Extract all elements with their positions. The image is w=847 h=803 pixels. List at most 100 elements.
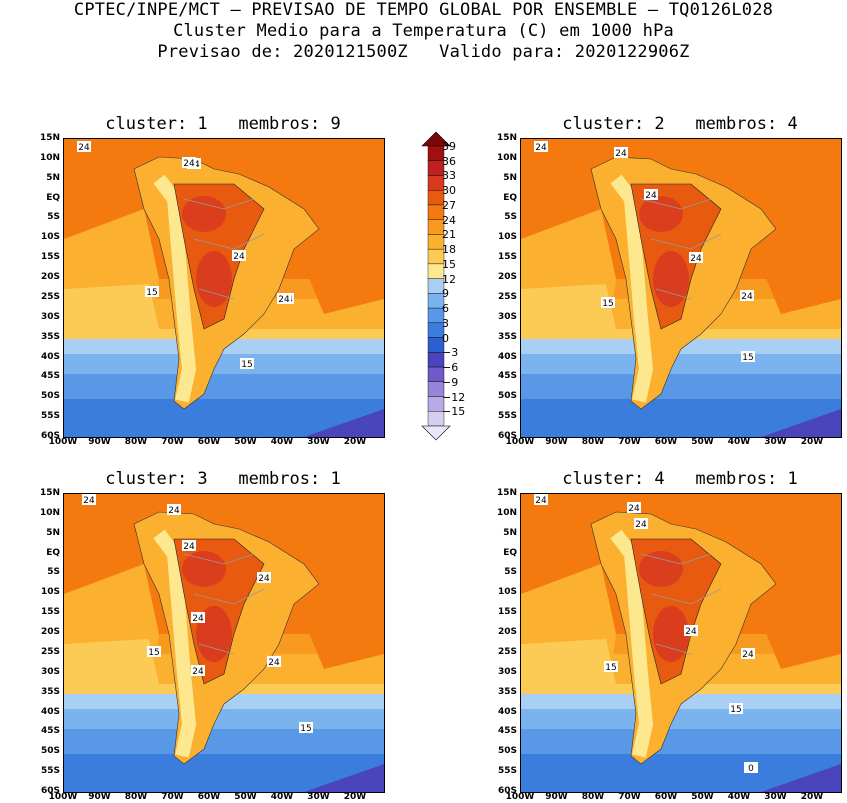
longitude-tick-label: 50W: [691, 792, 714, 802]
contour-label: 24: [644, 189, 658, 201]
andes-cool-strip: [610, 174, 653, 403]
longitude-tick-label: 70W: [618, 437, 641, 447]
contour-label: 24: [277, 293, 291, 305]
temperature-maximum: [653, 606, 689, 662]
latitude-tick-label: 50S: [497, 391, 517, 402]
atlantic-warm-region: [741, 534, 841, 669]
panel-title: cluster: 4 membros: 1: [562, 469, 798, 489]
temperature-field: 24 24 24 24 24 15 15 0: [521, 494, 841, 792]
temperature-field: 2424242424151524: [64, 139, 384, 437]
temperature-band: [64, 374, 384, 399]
svg-text:24: 24: [183, 542, 195, 552]
latitude-tick-label: 15N: [39, 133, 60, 143]
contour-label: 24: [614, 147, 628, 159]
longitude-tick-label: 90W: [88, 437, 111, 447]
svg-text:15: 15: [300, 724, 311, 734]
contour-label: 15: [604, 661, 618, 673]
colorbar-tick-label: −15: [442, 405, 466, 419]
latitude-tick-label: 20S: [497, 272, 517, 283]
contour-label: 15: [299, 722, 313, 734]
contour-label: 15: [145, 286, 159, 298]
longitude-tick-label: 90W: [545, 437, 568, 447]
contour-label: 24: [267, 656, 281, 668]
colorbar-tick-label: 0: [442, 331, 449, 345]
latitude-tick-label: 30S: [497, 311, 517, 322]
colorbar-tick-label: 3: [442, 316, 449, 330]
latitude-tick-label: 20S: [40, 627, 60, 638]
contour-label: 24: [77, 141, 91, 153]
svg-text:15: 15: [602, 299, 613, 309]
longitude-tick-label: 60W: [197, 792, 221, 802]
latitude-tick-label: 60S: [497, 431, 517, 441]
cold-region: [304, 409, 384, 437]
contour-label: 24: [182, 157, 196, 169]
atlantic-warm-region: [741, 179, 841, 314]
colorbar-tick-label: 24: [442, 213, 456, 227]
latitude-tick-label: 30S: [40, 311, 60, 322]
longitude-tick-label: 80W: [124, 792, 148, 802]
pacific-cool-region: [64, 639, 159, 694]
latitude-tick-label: 15N: [496, 133, 517, 143]
svg-text:24: 24: [278, 295, 290, 305]
svg-text:24: 24: [690, 254, 702, 264]
svg-text:15: 15: [730, 705, 741, 715]
country-borders: [183, 553, 265, 655]
svg-text:24: 24: [685, 627, 697, 637]
temperature-maximum: [653, 251, 689, 307]
country-borders: [183, 198, 265, 300]
longitude-tick-label: 40W: [270, 792, 294, 802]
longitude-tick-label: 100W: [505, 792, 535, 802]
colorbar-tick-label: 21: [442, 228, 456, 242]
latitude-tick-label: 40S: [40, 706, 60, 717]
temperature-field: 24 24 24 24 24 24 15 24 15: [64, 494, 384, 792]
contour-label: 15: [741, 351, 755, 363]
longitude-tick-label: 50W: [691, 437, 714, 447]
country-borders: [640, 198, 722, 300]
colorbar-tick-label: 36: [442, 154, 456, 168]
cold-region: [304, 764, 384, 792]
colorbar-tick-label: 27: [442, 198, 456, 212]
longitude-tick-label: 60W: [654, 437, 678, 447]
latitude-tick-label: 5N: [46, 527, 60, 538]
map-panel: 2424242424151524: [63, 138, 385, 438]
colorbar-tick-label: −6: [442, 361, 459, 375]
contour-label: 24: [191, 612, 205, 624]
latitude-tick-label: 55S: [40, 411, 60, 422]
latitude-tick-label: 40S: [497, 351, 517, 362]
latitude-tick-label: 5N: [46, 172, 60, 183]
svg-text:15: 15: [742, 353, 753, 363]
svg-text:24: 24: [192, 667, 204, 677]
colorbar-tick-label: 18: [442, 243, 456, 257]
latitude-tick-label: 25S: [497, 646, 517, 657]
panel-title: cluster: 1 membros: 9: [105, 114, 341, 134]
longitude-tick-label: 60W: [197, 437, 221, 447]
andes-cool-strip: [610, 529, 653, 758]
latitude-tick-label: 10S: [497, 232, 517, 243]
longitude-tick-label: 30W: [307, 437, 330, 447]
longitude-tick-label: 40W: [270, 437, 294, 447]
longitude-tick-label: 90W: [545, 792, 568, 802]
contour-label: 24: [634, 518, 648, 530]
latitude-tick-label: 5N: [503, 172, 517, 183]
longitude-tick-label: 20W: [343, 437, 367, 447]
contour-label: 15: [240, 358, 254, 370]
contour-label: 24: [232, 250, 246, 262]
contour-label: 24: [534, 141, 548, 153]
colorbar-tick-label: 12: [442, 272, 456, 286]
longitude-tick-label: 70W: [161, 437, 184, 447]
longitude-tick-label: 80W: [581, 437, 605, 447]
temperature-maximum: [639, 551, 683, 587]
svg-text:24: 24: [192, 614, 204, 624]
andes-cool-strip: [153, 529, 196, 758]
longitude-tick-label: 40W: [727, 437, 751, 447]
contour-label: 24: [182, 540, 196, 552]
colorbar-tick-label: −3: [442, 346, 459, 360]
latitude-tick-label: EQ: [46, 547, 60, 558]
svg-text:15: 15: [241, 360, 252, 370]
svg-text:0: 0: [748, 764, 754, 774]
latitude-tick-label: 10S: [40, 232, 60, 243]
chart-title-line-1: CPTEC/INPE/MCT — PREVISAO DE TEMPO GLOBA…: [73, 0, 774, 20]
latitude-tick-label: 15N: [496, 488, 517, 498]
latitude-tick-label: 20S: [40, 272, 60, 283]
longitude-tick-label: 40W: [727, 792, 751, 802]
